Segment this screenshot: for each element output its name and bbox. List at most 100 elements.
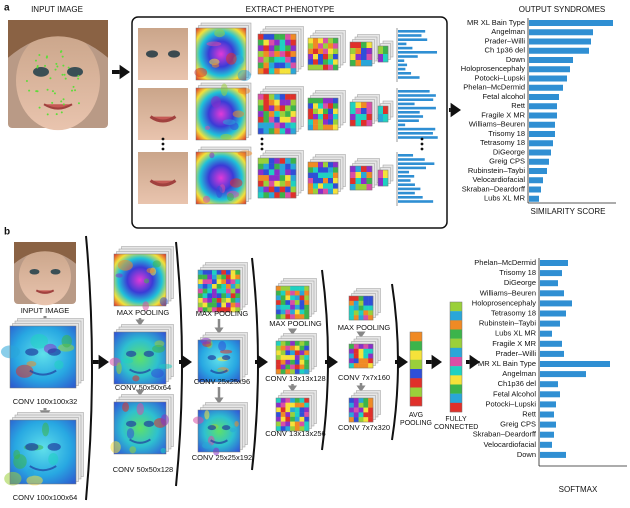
feature-cell (299, 412, 305, 418)
ellipsis-dot (161, 137, 165, 141)
feature-cell (350, 166, 356, 173)
feature-cell (235, 288, 241, 294)
feature-cell (285, 192, 291, 199)
feature-cell (358, 305, 364, 311)
feature-cell (323, 172, 329, 179)
feature-cell (299, 355, 305, 361)
bar (540, 361, 610, 367)
feature-eye (143, 350, 155, 357)
feature-cell (263, 122, 270, 129)
feature-cell (383, 170, 389, 179)
feature-blob (237, 69, 252, 82)
feature-cell (216, 302, 222, 308)
feature-cell (368, 296, 374, 301)
phenotype-bar (398, 162, 435, 165)
feature-blob (222, 119, 236, 126)
feature-eye (207, 355, 217, 361)
feature-cell (230, 302, 236, 308)
feature-cell (263, 169, 270, 176)
phenotype-bar (398, 123, 406, 127)
feature-cell (368, 305, 374, 311)
feature-cell (308, 38, 314, 44)
feature-cell (333, 43, 339, 49)
feature-cell (274, 56, 280, 63)
feature-cell (276, 416, 281, 422)
feature-cell (363, 296, 369, 301)
feature-cell (280, 369, 286, 375)
feature-cell (328, 167, 334, 173)
feature-cell (383, 54, 389, 63)
feature-cell (304, 314, 310, 320)
landmark (61, 55, 64, 58)
feature-cell (258, 175, 264, 182)
feature-cell (216, 298, 222, 303)
feature-cell (353, 315, 359, 321)
feature-cell (280, 426, 286, 432)
feature-cell (268, 68, 275, 75)
feature-cell (299, 314, 305, 320)
feature-cell (313, 38, 319, 44)
feature-cell (207, 274, 213, 280)
feature-cell (368, 358, 374, 364)
feature-cell (279, 180, 286, 187)
feature-cell (299, 304, 305, 310)
feature-cell (274, 45, 280, 52)
landmark (60, 100, 63, 103)
feature-cell (353, 344, 359, 349)
feature-cell (280, 304, 286, 310)
feature-cell (358, 344, 364, 349)
arrow-head (98, 354, 109, 370)
arrow-head (181, 354, 192, 370)
category-label: Rubinstein–Taybi (468, 166, 525, 175)
feature-cell (198, 274, 203, 280)
feature-cell (290, 416, 296, 422)
bar (540, 280, 558, 287)
feature-blob (211, 63, 220, 68)
feature-eye (47, 348, 61, 356)
feature-cell (361, 54, 367, 61)
feature-mouth (129, 368, 151, 374)
feature-cell (349, 358, 354, 364)
arrow-head (356, 385, 366, 392)
feature-cell (308, 54, 314, 60)
arrow-head (287, 328, 298, 335)
layer-label: MAX POOLING (338, 323, 391, 332)
feature-blob (129, 446, 137, 454)
feature-cell (258, 111, 264, 118)
feature-cell (268, 99, 275, 106)
feature-blob (204, 410, 210, 420)
category-label: Fragile X MR (481, 110, 525, 119)
landmark (62, 103, 65, 106)
feature-cell (313, 59, 319, 65)
feature-cell (202, 307, 208, 313)
feature-cell (318, 108, 324, 115)
feature-map-border (348, 397, 374, 423)
feature-cell (274, 169, 280, 176)
feature-cell (230, 284, 236, 289)
ellipsis-dot (260, 147, 264, 151)
feature-cell (308, 59, 314, 65)
bar (529, 66, 570, 73)
hair (14, 242, 76, 264)
feature-cell (268, 39, 275, 46)
bar (529, 75, 567, 82)
feature-cell (358, 398, 364, 403)
feature-cell (333, 54, 339, 60)
feature-cell (290, 192, 297, 199)
face (18, 248, 72, 306)
bar (529, 195, 539, 202)
feature-cell (285, 105, 291, 112)
feature-cell (363, 407, 369, 413)
feature-blob (209, 152, 215, 159)
feature-blob (234, 420, 239, 427)
feature-cell (353, 407, 359, 413)
feature-cell (333, 172, 339, 179)
feature-cell (304, 286, 310, 291)
feature-cell (304, 426, 310, 432)
feature-cell (328, 38, 334, 44)
feature-cell (212, 307, 217, 313)
feature-cell (202, 293, 208, 299)
feature-cell (216, 307, 222, 313)
